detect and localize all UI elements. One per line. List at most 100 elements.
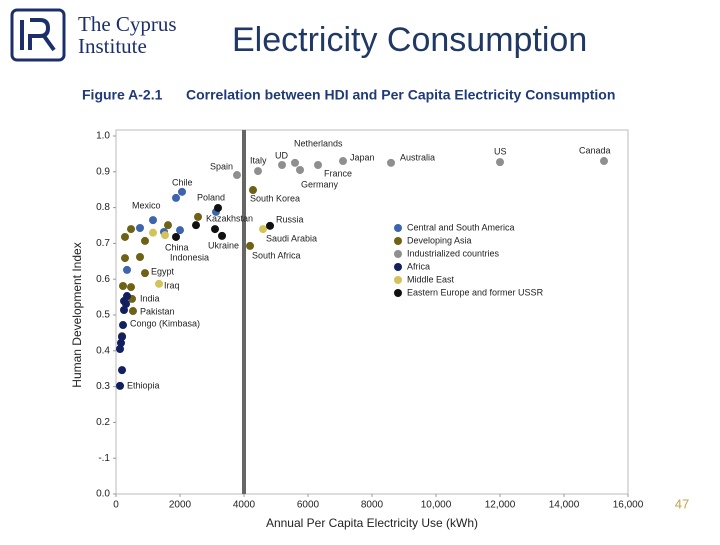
data-point: [136, 224, 144, 233]
data-point: [266, 221, 275, 230]
data-point: [140, 236, 149, 245]
y-tick-label: 0.8: [96, 202, 110, 213]
legend-swatch: [394, 250, 402, 258]
y-tick-label: 0.6: [96, 274, 110, 285]
x-tick-label: 0: [113, 500, 119, 511]
annotation: Mexico: [132, 200, 161, 210]
data-point: [116, 338, 125, 347]
data-point: [259, 225, 268, 234]
y-tick-label: 0.7: [96, 238, 110, 249]
annotation: Netherlands: [294, 138, 343, 148]
data-point: [178, 187, 187, 196]
data-point: [218, 231, 227, 240]
data-point: [254, 167, 263, 176]
data-point: [118, 332, 127, 341]
data-point: [116, 381, 124, 390]
annotation: Australia: [400, 152, 435, 162]
y-tick-label: 0.9: [96, 166, 110, 177]
data-point: [148, 228, 157, 237]
annotation: Spain: [210, 161, 233, 171]
annotation: Poland: [197, 192, 225, 202]
page-number: 47: [675, 496, 689, 511]
data-point: [136, 253, 144, 262]
annotation: Indonesia: [170, 252, 209, 262]
x-tick-label: 2000: [169, 500, 192, 511]
slide-title: Electricity Consumption: [232, 21, 587, 59]
annotation: Chile: [172, 177, 193, 187]
y-tick-label: -.1: [98, 453, 110, 464]
annotation: China: [165, 242, 189, 252]
x-axis-label: Annual Per Capita Electricity Use (kWh): [266, 516, 478, 530]
data-point: [122, 299, 131, 308]
figure-caption: Correlation between HDI and Per Capita E…: [186, 87, 615, 103]
annotation: India: [140, 293, 160, 303]
annotation: Ukraine: [208, 240, 239, 250]
annotation: Japan: [350, 152, 375, 162]
legend-label: Central and South America: [407, 222, 515, 232]
data-point: [140, 269, 149, 278]
y-tick-label: 0.5: [96, 310, 110, 321]
annotation: US: [494, 146, 507, 156]
data-point: [116, 345, 124, 354]
annotation: Italy: [250, 155, 267, 165]
data-point: [119, 321, 128, 330]
x-tick-label: 14,000: [549, 500, 580, 511]
data-point: [296, 166, 304, 175]
data-point: [176, 226, 184, 235]
legend-swatch: [394, 237, 402, 245]
legend-label: Eastern Europe and former USSR: [407, 287, 544, 297]
plot-frame: [115, 129, 629, 495]
legend-swatch: [394, 263, 402, 271]
logo-line: The Cyprus: [78, 12, 177, 36]
data-point: [120, 232, 129, 241]
annotation: Congo (Kimbasa): [130, 318, 200, 328]
figure-number: Figure A-2.1: [82, 87, 163, 103]
x-tick-label: 8000: [361, 500, 384, 511]
data-point: [127, 283, 136, 292]
data-point: [155, 279, 164, 288]
annotation: Ethiopia: [127, 380, 160, 390]
annotation: France: [324, 168, 352, 178]
x-tick-label: 4000: [233, 500, 256, 511]
x-tick-label: 12,000: [485, 500, 516, 511]
legend-label: Developing Asia: [407, 235, 472, 245]
y-tick-label: 0.3: [96, 381, 110, 392]
data-point: [120, 305, 128, 314]
data-point: [164, 221, 172, 230]
y-axis-label: Human Development Index: [70, 242, 84, 387]
data-point: [127, 225, 136, 234]
data-point: [496, 158, 504, 167]
annotation: Saudi Arabia: [266, 233, 317, 243]
data-point: [118, 366, 127, 375]
data-point: [339, 157, 348, 166]
legend-swatch: [394, 289, 402, 297]
annotation: Kazakhstan: [206, 213, 253, 223]
annotation: Canada: [579, 145, 611, 155]
legend-label: Middle East: [407, 274, 455, 284]
data-point: [172, 232, 180, 241]
annotation: Egypt: [151, 266, 175, 276]
x-tick-label: 16,000: [613, 500, 644, 511]
y-tick-label: 0.2: [96, 417, 110, 428]
annotation: South Korea: [250, 193, 300, 203]
legend-label: Industrialized countries: [407, 248, 500, 258]
data-point: [123, 265, 132, 274]
logo: The Cyprus Institute: [10, 8, 177, 62]
logo-box: [10, 8, 66, 62]
y-tick-label: 1.0: [96, 131, 110, 142]
data-point: [314, 160, 323, 169]
data-point: [194, 212, 203, 221]
annotation: UD: [275, 150, 288, 160]
data-point: [248, 186, 257, 195]
logo-mark: [20, 18, 56, 52]
annotation: Pakistan: [140, 306, 175, 316]
legend-label: Africa: [407, 261, 430, 271]
data-point: [192, 221, 200, 230]
data-point: [291, 158, 300, 167]
data-point: [128, 307, 137, 316]
y-tick-label: 0.0: [96, 489, 110, 500]
annotation: South Africa: [252, 250, 301, 260]
x-tick-label: 6000: [297, 500, 320, 511]
y-tick-label: 0.4: [96, 345, 110, 356]
